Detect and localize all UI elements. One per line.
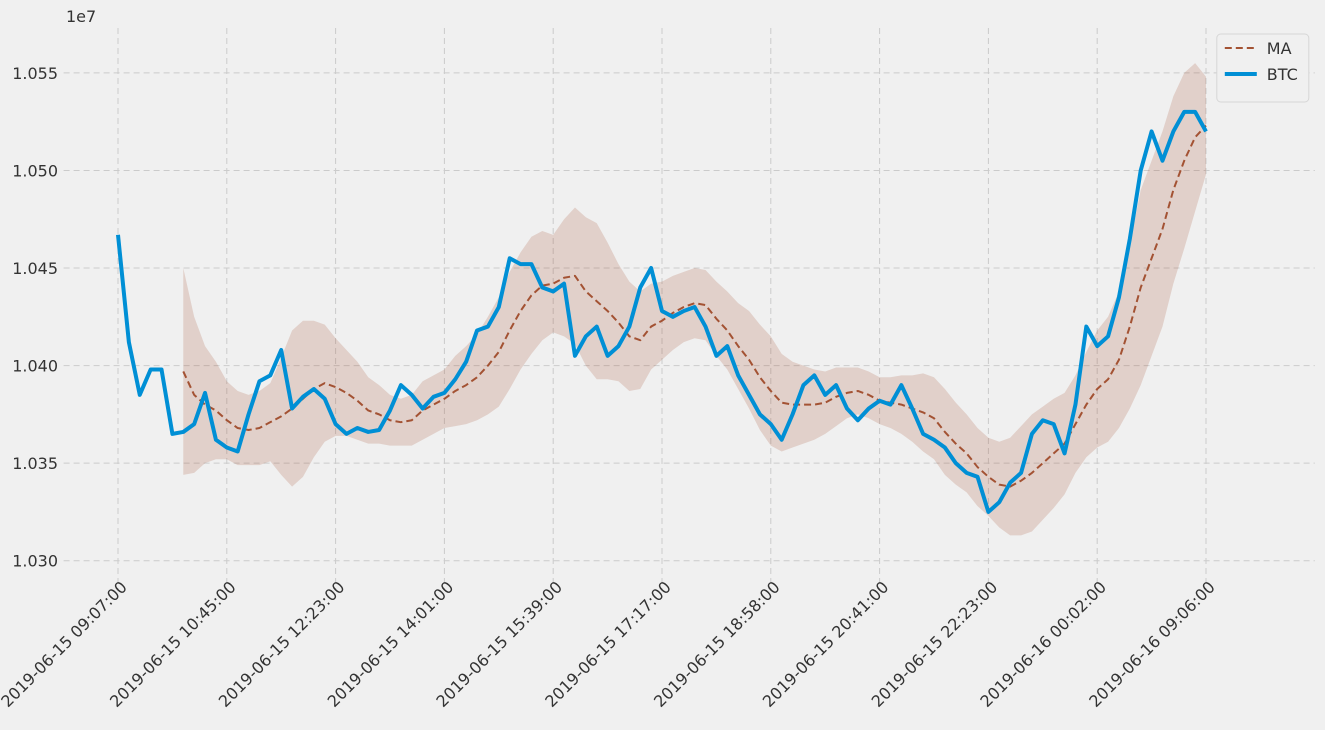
legend-label: BTC bbox=[1267, 65, 1298, 84]
y-tick-label: 1.030 bbox=[12, 552, 58, 571]
legend-label: MA bbox=[1267, 39, 1292, 58]
band bbox=[183, 63, 1206, 536]
y-tick-label: 1.050 bbox=[12, 161, 58, 180]
series-line bbox=[116, 109, 1208, 514]
y-tick-label: 1.035 bbox=[12, 454, 58, 473]
legend-box bbox=[1216, 33, 1310, 103]
y-tick-label: 1.045 bbox=[12, 259, 58, 278]
y-tick-label: 1.040 bbox=[12, 357, 58, 376]
series-line bbox=[182, 124, 1207, 488]
legend: MA BTC bbox=[1216, 33, 1310, 103]
y-offset-label: 1e7 bbox=[66, 7, 96, 26]
y-tick-label: 1.055 bbox=[12, 64, 58, 83]
